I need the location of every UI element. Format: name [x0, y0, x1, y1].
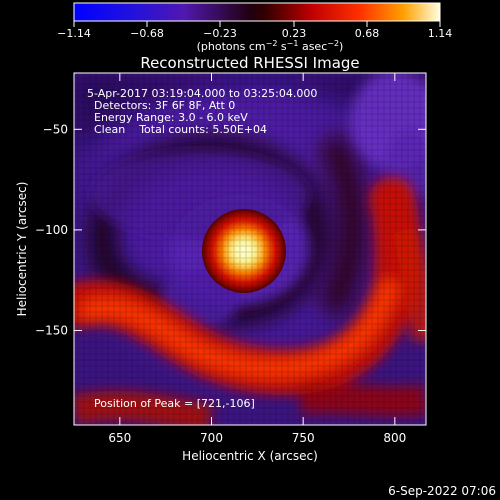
- peak-position-label: Position of Peak = [721,-106]: [94, 397, 255, 410]
- info-energy-range: Energy Range: 3.0 - 6.0 keV: [94, 111, 248, 124]
- y-tick-label: −50: [43, 122, 68, 136]
- y-tick-label: −100: [35, 223, 68, 237]
- colorbar-tick-label: 1.14: [428, 27, 453, 40]
- x-tick-label: 750: [292, 431, 315, 445]
- x-tick-label: 700: [200, 431, 223, 445]
- x-axis-label: Heliocentric X (arcsec): [182, 449, 318, 463]
- x-tick-label: 650: [108, 431, 131, 445]
- colorbar-tick-label: 0.23: [282, 27, 307, 40]
- footer-timestamp: 6-Sep-2022 07:06: [388, 484, 496, 498]
- x-tick-label: 800: [383, 431, 406, 445]
- x-axis: 650 700 750 800: [108, 73, 406, 445]
- info-time-range: 5-Apr-2017 03:19:04.000 to 03:25:04.000: [87, 87, 317, 100]
- colorbar-tick-marks: [73, 21, 441, 27]
- plot-frame: [73, 72, 427, 426]
- y-tick-label: −150: [35, 323, 68, 337]
- info-clean-counts: Clean Total counts: 5.50E+04: [94, 123, 267, 136]
- colorbar-tick-label: 0.68: [355, 27, 380, 40]
- colorbar-unit-label: (photons cm−2 s−1 asec−2): [197, 39, 344, 53]
- colorbar-tick-label: −0.23: [203, 27, 237, 40]
- colorbar-tick-label: −1.14: [57, 27, 91, 40]
- colorbar-gradient: [73, 2, 441, 22]
- y-axis-label: Heliocentric Y (arcsec): [15, 182, 29, 317]
- chart-title: Reconstructed RHESSI Image: [140, 54, 359, 72]
- colorbar-tick-label: −0.68: [130, 27, 164, 40]
- heatmap-image: [74, 73, 426, 425]
- info-detectors: Detectors: 3F 6F 8F, Att 0: [94, 99, 235, 112]
- y-axis: −50 −100 −150: [35, 122, 426, 337]
- colorbar: −1.14 −0.68 −0.23 0.23 0.68 1.14 (photon…: [57, 2, 453, 53]
